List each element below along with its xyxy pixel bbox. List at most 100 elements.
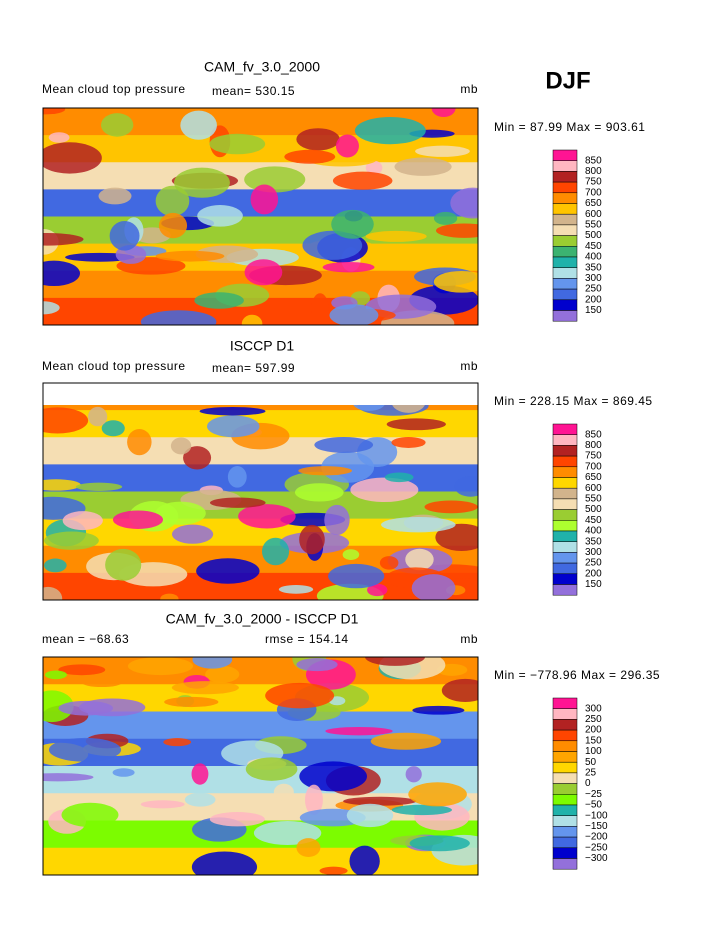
map-blob <box>191 763 209 785</box>
colorbar-label: 700 <box>585 461 602 472</box>
colorbar-box <box>552 729 578 742</box>
map-blob <box>205 665 240 683</box>
colorbar-box <box>552 423 578 435</box>
map <box>43 108 478 325</box>
map-blob <box>184 792 216 807</box>
colorbar-box <box>552 562 578 575</box>
map-blob <box>335 134 359 158</box>
rmse-label: rmse = 154.14 <box>265 632 349 646</box>
colorbar-label: 600 <box>585 209 602 220</box>
map-blob <box>405 548 434 571</box>
colorbar-box <box>552 541 578 553</box>
colorbar-label: −50 <box>585 800 602 811</box>
map-blob <box>299 761 367 792</box>
colorbar-label: 750 <box>585 451 602 462</box>
map-blob <box>155 501 206 525</box>
map-blob <box>238 504 296 529</box>
colorbar-box <box>552 783 578 795</box>
map-blob <box>43 690 74 723</box>
min-max-label: Min = −778.96 Max = 296.35 <box>494 668 660 682</box>
map-blob <box>174 167 230 198</box>
colorbar-box <box>552 149 578 161</box>
map-blob <box>298 466 352 476</box>
map-blob <box>43 407 89 434</box>
colorbar-label: −200 <box>585 832 608 843</box>
map-blob <box>43 301 60 315</box>
map-blob <box>48 737 122 762</box>
map-blob <box>346 803 394 828</box>
colorbar-box <box>552 224 578 236</box>
map-blob <box>112 510 164 529</box>
colorbar-label: 650 <box>585 472 602 483</box>
colorbar-box <box>552 836 578 849</box>
colorbar-label: 300 <box>585 703 602 714</box>
colorbar-box <box>552 288 578 301</box>
colorbar-label: 450 <box>585 241 602 252</box>
map-frame <box>42 656 479 876</box>
colorbar-box <box>552 160 578 172</box>
map-blob <box>284 149 336 164</box>
colorbar-label: 350 <box>585 536 602 547</box>
map-blob <box>296 838 321 857</box>
map-blob <box>191 851 258 875</box>
map-blob <box>43 479 81 491</box>
map-blob <box>311 293 329 323</box>
panel-subtitle: Mean cloud top pressure <box>42 359 186 373</box>
map-blob <box>194 292 244 309</box>
map-blob <box>43 586 63 600</box>
colorbar-label: 800 <box>585 440 602 451</box>
colorbar-box <box>552 815 578 827</box>
colorbar-box <box>552 804 578 816</box>
map-blob <box>199 406 266 416</box>
map-blob <box>140 310 217 325</box>
colorbar-box <box>552 445 578 457</box>
colorbar-box <box>552 498 578 510</box>
colorbar-box <box>552 530 578 542</box>
map-blob <box>412 705 465 715</box>
colorbar-box <box>552 278 578 290</box>
map-blob <box>332 171 393 190</box>
map-blob <box>354 116 426 145</box>
map-blob <box>411 574 456 600</box>
map-blob <box>424 500 478 514</box>
map-blob <box>43 232 84 246</box>
map-blob <box>227 466 247 488</box>
map-blob <box>44 670 67 680</box>
map-blob <box>365 657 425 666</box>
map-frame <box>42 382 479 601</box>
colorbar-label: 200 <box>585 294 602 305</box>
units-label: mb <box>460 632 478 646</box>
map-blob <box>394 157 452 176</box>
map-blob <box>386 418 446 431</box>
colorbar-label: 750 <box>585 177 602 188</box>
map-blob <box>331 209 374 239</box>
map-blob <box>155 185 190 217</box>
map-blob <box>43 142 102 174</box>
colorbar-box <box>552 761 578 774</box>
colorbar-label: 400 <box>585 252 602 263</box>
colorbar-box <box>552 434 578 446</box>
colorbar-label: 200 <box>585 568 602 579</box>
colorbar-box <box>552 520 578 532</box>
colorbar-box <box>552 235 578 247</box>
colorbar-box <box>552 552 578 564</box>
colorbar-label: 250 <box>585 284 602 295</box>
map-blob <box>101 420 125 437</box>
min-max-label: Min = 228.15 Max = 869.45 <box>494 394 653 408</box>
colorbar-label: 200 <box>585 725 602 736</box>
colorbar-label: 400 <box>585 526 602 537</box>
colorbar-box <box>552 858 578 870</box>
map-blob <box>273 783 294 801</box>
map-blob <box>127 657 194 676</box>
colorbar-box <box>552 772 578 784</box>
colorbar-box <box>552 213 578 226</box>
mean-label: mean = −68.63 <box>42 632 129 646</box>
colorbar-label: 100 <box>585 746 602 757</box>
colorbar-label: 850 <box>585 155 602 166</box>
colorbar-label: 550 <box>585 494 602 505</box>
panel-title: CAM_fv_3.0_2000 - ISCCP D1 <box>166 611 359 627</box>
map-frame <box>42 107 479 326</box>
colorbar-box <box>552 466 578 478</box>
map-blob <box>314 437 374 453</box>
map-blob <box>109 221 140 251</box>
